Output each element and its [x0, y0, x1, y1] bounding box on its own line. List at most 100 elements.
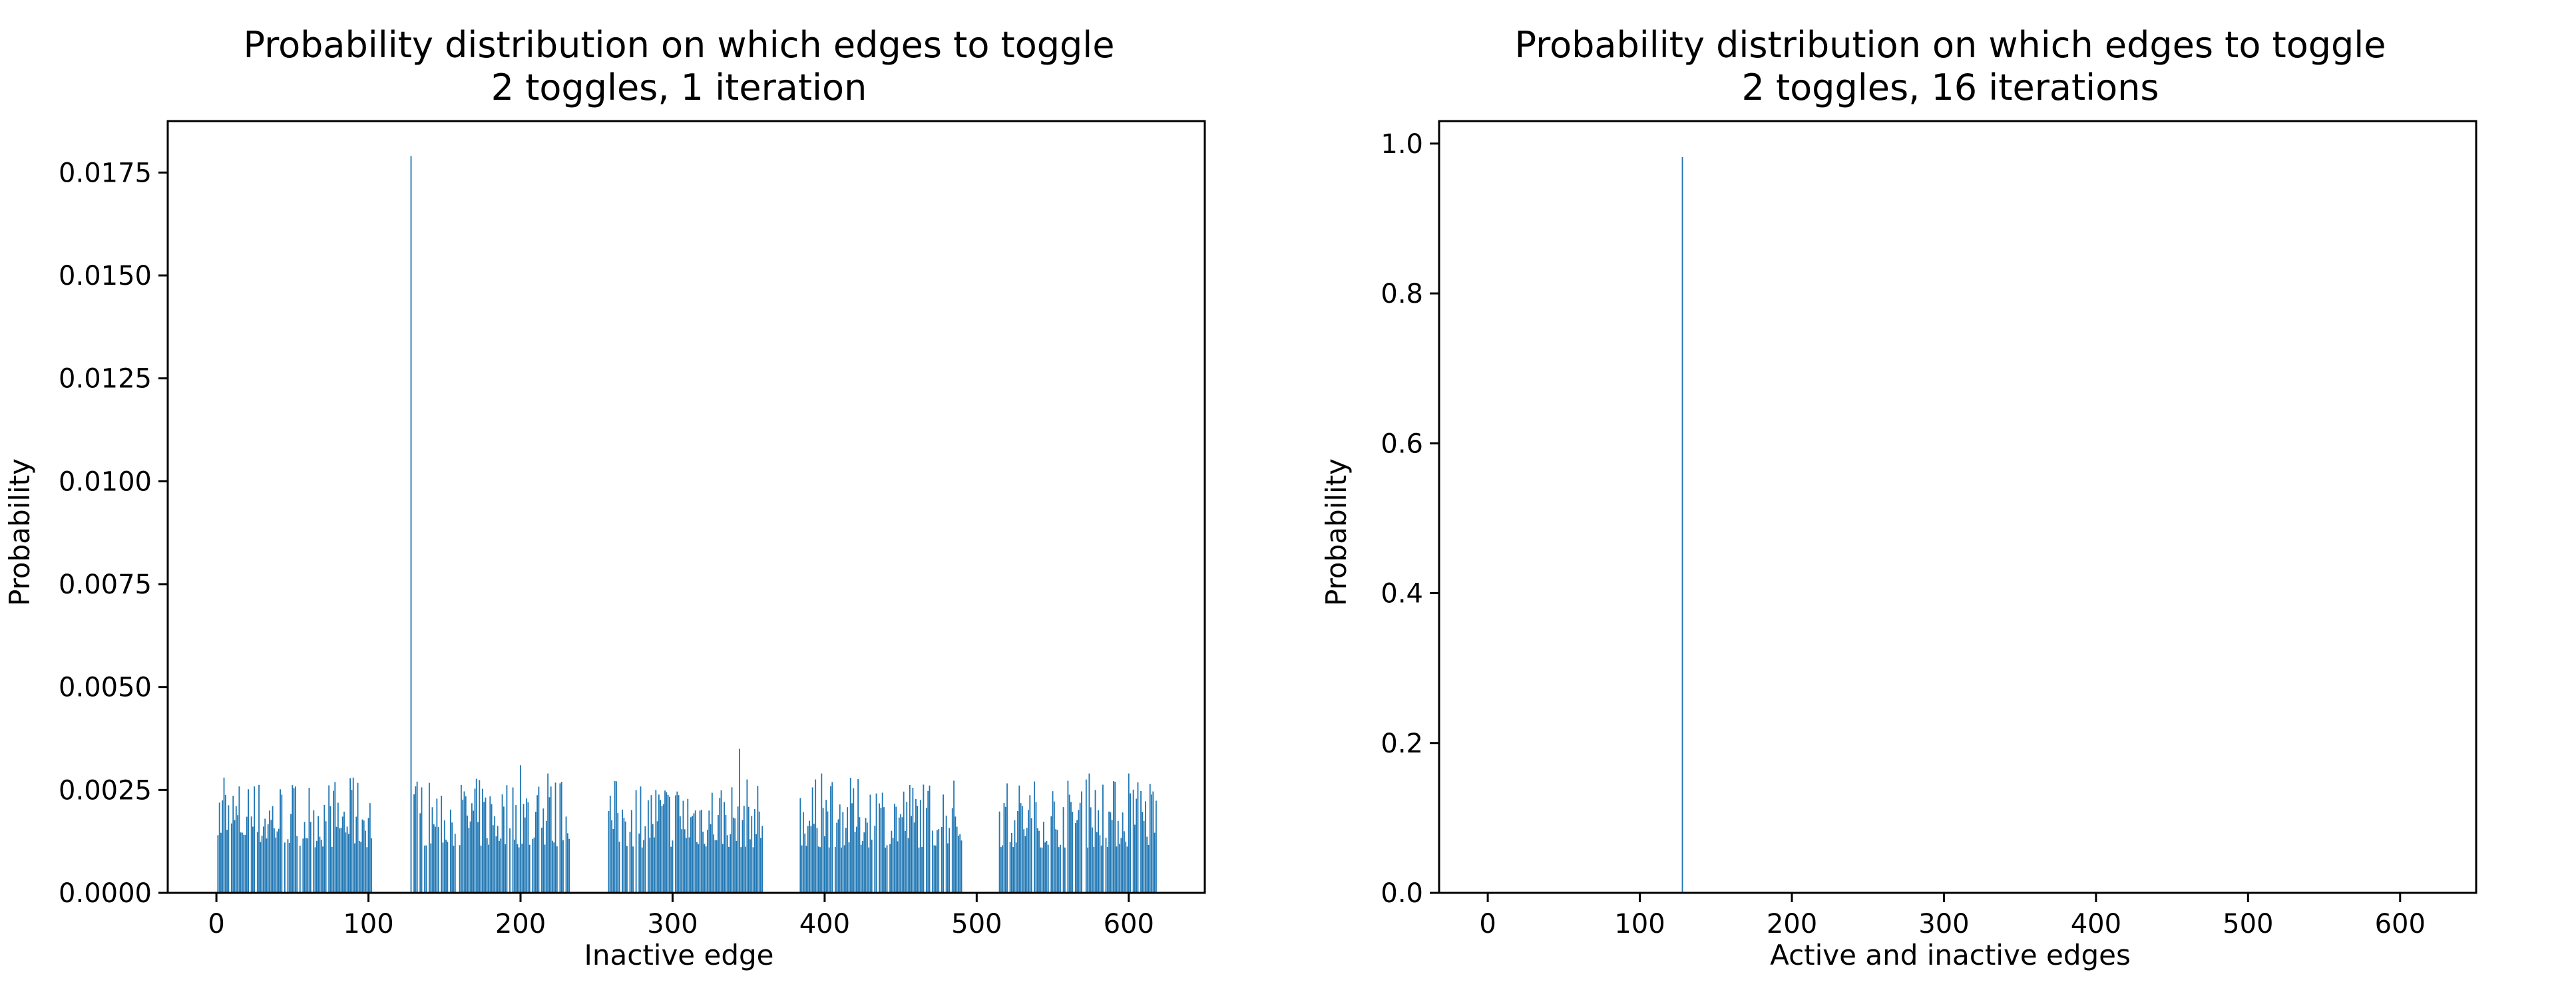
bar: [240, 832, 242, 893]
bar: [252, 826, 254, 893]
bar: [865, 818, 867, 893]
bar: [1155, 800, 1157, 893]
bar: [842, 812, 844, 893]
bar: [726, 835, 728, 893]
bar: [556, 846, 558, 893]
bar: [912, 787, 914, 893]
bar: [731, 787, 733, 893]
bar: [1076, 820, 1078, 893]
bar: [367, 818, 369, 893]
bar: [443, 820, 445, 893]
bar: [1038, 830, 1040, 893]
x-tick-label: 300: [1918, 909, 1969, 939]
bar: [851, 803, 853, 893]
bar: [270, 820, 272, 893]
y-axis-label: Probability: [3, 458, 36, 606]
bar: [742, 820, 744, 893]
bar: [933, 845, 935, 893]
bar: [801, 845, 803, 893]
bar: [231, 823, 232, 893]
bar: [523, 804, 525, 893]
bar: [1151, 794, 1152, 893]
bar: [250, 816, 252, 893]
bar: [419, 813, 421, 893]
bar: [941, 826, 943, 893]
bar: [441, 795, 443, 893]
bar: [485, 797, 487, 893]
bar: [713, 834, 715, 893]
x-tick-label: 600: [2375, 909, 2426, 939]
bar: [509, 828, 511, 893]
bar: [1128, 773, 1130, 893]
bar: [1088, 773, 1090, 893]
bar: [1124, 831, 1125, 893]
bar: [1096, 832, 1098, 893]
bar: [845, 828, 847, 893]
bar: [471, 803, 473, 893]
bar: [1093, 846, 1095, 893]
bar: [618, 842, 620, 893]
bar: [445, 840, 447, 893]
bar-series: [1681, 157, 1683, 894]
bar: [623, 818, 625, 893]
bar: [750, 839, 751, 893]
bar: [626, 846, 628, 893]
bar: [907, 838, 909, 893]
bar: [345, 832, 347, 893]
bar: [921, 847, 923, 893]
bar: [1120, 838, 1122, 893]
bar: [1047, 844, 1049, 893]
bar: [961, 840, 963, 893]
y-tick-label: 0.0075: [59, 570, 152, 600]
x-tick-label: 100: [343, 909, 393, 939]
bar: [544, 844, 546, 893]
bar: [465, 796, 467, 893]
bar: [217, 835, 219, 893]
bar: [622, 809, 623, 893]
bar: [469, 821, 471, 893]
bar: [1132, 789, 1134, 893]
bar: [246, 816, 248, 893]
y-tick-label: 0.0100: [59, 466, 152, 497]
y-tick-label: 0.0150: [59, 261, 152, 291]
bar: [848, 842, 850, 893]
bar: [1098, 810, 1100, 893]
bar: [548, 797, 550, 893]
bar: [244, 834, 246, 893]
bar: [1146, 836, 1148, 893]
bar: [1060, 844, 1061, 893]
bar: [281, 794, 283, 893]
bar: [885, 847, 887, 893]
bar: [1028, 810, 1029, 893]
bar: [1052, 791, 1054, 893]
bar: [1142, 812, 1144, 893]
bar: [1009, 842, 1011, 893]
bar: [959, 834, 961, 893]
bar: [1053, 801, 1055, 893]
bar: [730, 834, 732, 893]
bar: [724, 802, 726, 893]
bar: [696, 842, 698, 893]
x-tick-label: 500: [951, 909, 1002, 939]
bar: [242, 832, 243, 893]
bar: [343, 811, 345, 893]
bar: [228, 805, 230, 893]
bar: [681, 829, 683, 893]
bar: [679, 816, 681, 893]
bar: [714, 840, 716, 893]
bar: [296, 836, 298, 893]
bar: [272, 806, 274, 893]
bar: [331, 846, 333, 893]
bar: [900, 814, 902, 893]
bar: [481, 788, 483, 893]
bar: [1042, 822, 1044, 893]
bar: [828, 847, 830, 893]
bar: [550, 786, 552, 893]
bar: [1014, 820, 1016, 893]
bar: [347, 834, 349, 893]
bar: [337, 802, 339, 893]
bar: [923, 784, 925, 893]
bar: [261, 835, 263, 893]
bar: [757, 786, 759, 893]
bar: [1114, 781, 1116, 893]
